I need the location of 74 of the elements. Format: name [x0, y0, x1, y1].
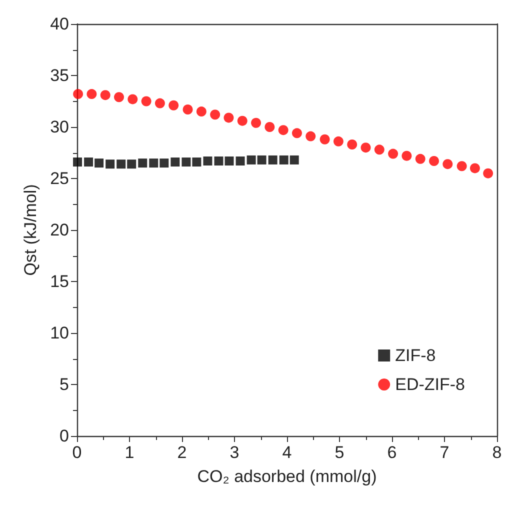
point — [290, 155, 299, 164]
point — [170, 158, 180, 167]
point — [429, 156, 439, 166]
y-tick-label: 25 — [50, 169, 69, 188]
point — [237, 116, 248, 126]
point — [224, 112, 234, 123]
point — [168, 100, 179, 110]
point — [127, 160, 136, 169]
point — [203, 156, 212, 166]
point — [182, 104, 193, 114]
point — [141, 96, 152, 106]
x-tick-label: 1 — [124, 443, 134, 462]
point — [456, 161, 467, 172]
point — [402, 150, 412, 161]
point — [483, 168, 494, 178]
y-tick-label: 0 — [60, 426, 69, 446]
point — [86, 89, 97, 100]
y-tick-label: 20 — [50, 220, 69, 240]
point — [192, 158, 202, 167]
point — [224, 156, 234, 166]
point — [415, 154, 426, 164]
point — [292, 128, 302, 138]
point — [128, 94, 138, 104]
point — [257, 155, 266, 164]
legend-label: ZIF-8 — [395, 346, 436, 365]
x-axis-title: CO₂ adsorbed (mmol/g) — [197, 467, 377, 486]
point — [360, 142, 371, 153]
point — [73, 158, 82, 167]
point — [306, 131, 316, 142]
point — [246, 155, 256, 164]
point — [333, 136, 344, 146]
point — [388, 148, 398, 159]
point — [114, 92, 124, 102]
point — [236, 156, 245, 166]
point — [106, 160, 115, 169]
point — [470, 163, 480, 174]
y-tick-label: 10 — [50, 324, 69, 342]
point — [196, 106, 206, 117]
point — [264, 122, 275, 132]
point — [278, 125, 288, 136]
x-tick-label: 4 — [282, 443, 292, 462]
x-tick-label: 0 — [72, 443, 82, 462]
point — [442, 159, 453, 170]
x-tick-label: 5 — [334, 443, 344, 462]
point — [279, 155, 288, 164]
point — [160, 158, 169, 168]
point — [116, 160, 126, 169]
y-tick-label: 40 — [50, 14, 69, 34]
y-tick-label: 35 — [50, 66, 69, 85]
point — [214, 156, 224, 166]
point — [149, 158, 158, 168]
point — [251, 118, 262, 128]
point — [347, 140, 358, 150]
legend-label: ED-ZIF-8 — [395, 375, 466, 394]
y-tick-label: 15 — [50, 272, 69, 291]
point — [73, 89, 84, 100]
point — [374, 144, 384, 155]
point — [100, 90, 110, 100]
point — [94, 158, 104, 168]
point — [138, 158, 148, 168]
point — [182, 158, 191, 167]
point — [320, 134, 330, 144]
point — [154, 98, 165, 108]
x-tick-label: 6 — [387, 443, 397, 462]
y-axis-title: Qst (kJ/mol) — [21, 184, 40, 276]
x-tick-label: 7 — [440, 443, 450, 462]
point — [210, 110, 220, 120]
x-tick-label: 2 — [177, 443, 187, 462]
y-tick-label: 5 — [60, 375, 69, 394]
x-tick-label: 3 — [230, 443, 240, 462]
x-tick-label: 8 — [492, 443, 502, 462]
point — [268, 155, 278, 164]
y-tick-label: 30 — [50, 118, 69, 136]
point — [84, 158, 94, 167]
